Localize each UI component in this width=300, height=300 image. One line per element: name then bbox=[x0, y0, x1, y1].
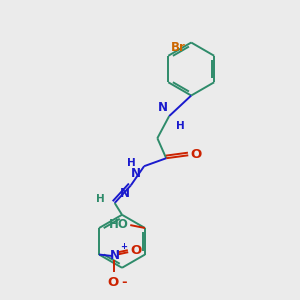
Text: O: O bbox=[130, 244, 142, 257]
Text: H: H bbox=[127, 158, 136, 168]
Text: N: N bbox=[110, 249, 119, 262]
Text: H: H bbox=[176, 122, 184, 131]
Text: Br: Br bbox=[171, 41, 185, 54]
Text: O: O bbox=[108, 276, 119, 289]
Text: N: N bbox=[131, 167, 141, 180]
Text: O: O bbox=[190, 148, 201, 161]
Text: H: H bbox=[97, 194, 105, 205]
Text: N: N bbox=[158, 101, 168, 114]
Text: +: + bbox=[120, 242, 127, 251]
Text: -: - bbox=[122, 276, 127, 289]
Text: N: N bbox=[120, 187, 130, 200]
Text: HO: HO bbox=[109, 218, 129, 231]
